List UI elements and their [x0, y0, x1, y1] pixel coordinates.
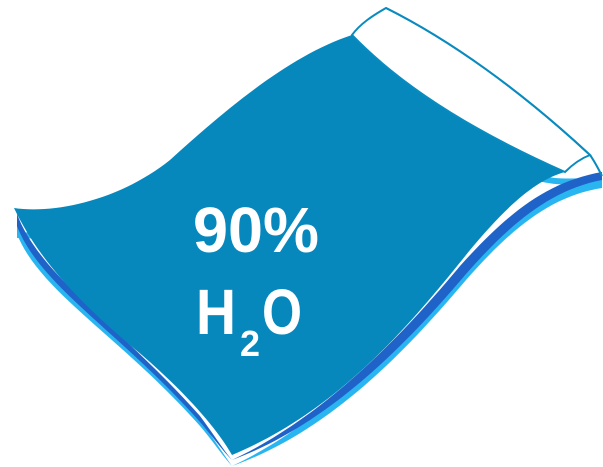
formula-h: H — [196, 276, 236, 348]
sheet-right-edge — [589, 154, 603, 177]
formula-subscript: 2 — [240, 323, 260, 364]
sheet-bottom-edge-outer — [17, 176, 602, 466]
percent-label: 90% — [193, 194, 319, 266]
formula-o: O — [262, 276, 302, 348]
sheet-outline — [385, 7, 591, 156]
sheet-bottom-edge-mid — [17, 172, 602, 460]
sheet-water-fill — [14, 35, 565, 455]
